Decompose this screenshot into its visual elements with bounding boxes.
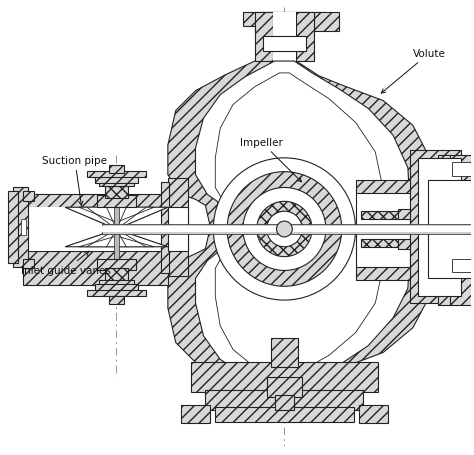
Circle shape xyxy=(227,172,342,287)
Bar xyxy=(273,13,296,62)
Bar xyxy=(271,338,298,368)
Bar xyxy=(205,390,364,410)
Text: Impeller: Impeller xyxy=(240,138,301,182)
Bar xyxy=(168,208,188,251)
Bar xyxy=(418,158,461,297)
Bar xyxy=(95,285,138,293)
Circle shape xyxy=(267,212,302,247)
Bar xyxy=(296,13,314,62)
Bar xyxy=(101,227,472,233)
Bar xyxy=(215,407,354,422)
Circle shape xyxy=(213,158,356,300)
Bar xyxy=(243,13,326,27)
Circle shape xyxy=(276,222,292,238)
Circle shape xyxy=(257,202,312,257)
Bar xyxy=(438,156,452,210)
Text: Inlet guide vanes: Inlet guide vanes xyxy=(21,252,110,276)
Text: Suction pipe: Suction pipe xyxy=(42,156,108,206)
Bar xyxy=(168,178,188,277)
Polygon shape xyxy=(65,232,168,247)
Bar xyxy=(362,212,401,220)
Bar xyxy=(23,195,168,229)
Bar xyxy=(356,267,410,281)
Bar xyxy=(314,13,339,32)
Bar xyxy=(267,377,302,397)
Bar xyxy=(97,196,136,208)
Bar xyxy=(99,281,134,287)
Bar xyxy=(438,180,474,279)
Bar xyxy=(398,210,410,220)
Bar xyxy=(109,166,124,173)
Polygon shape xyxy=(65,208,168,228)
Text: Volute: Volute xyxy=(381,49,446,94)
Bar xyxy=(13,188,27,267)
Bar xyxy=(23,192,35,202)
Bar xyxy=(410,151,461,303)
Polygon shape xyxy=(195,62,411,381)
Bar xyxy=(181,405,210,423)
Bar xyxy=(452,259,474,273)
Bar xyxy=(23,208,168,251)
Bar xyxy=(87,291,146,297)
Bar xyxy=(255,13,314,37)
Bar xyxy=(450,251,474,305)
Bar xyxy=(356,180,410,194)
Bar xyxy=(101,225,472,234)
Bar xyxy=(113,175,119,298)
Polygon shape xyxy=(79,208,154,222)
Bar xyxy=(450,156,474,210)
Bar xyxy=(255,13,273,62)
Bar xyxy=(161,182,169,274)
Bar xyxy=(21,220,26,235)
Bar xyxy=(452,162,474,176)
Bar xyxy=(362,239,401,247)
Bar xyxy=(87,172,146,177)
Bar xyxy=(274,395,294,410)
Bar xyxy=(356,190,410,269)
Polygon shape xyxy=(79,238,154,247)
Bar xyxy=(438,251,452,305)
Bar xyxy=(263,37,306,52)
Bar xyxy=(105,185,128,199)
Bar xyxy=(8,192,18,263)
Bar xyxy=(191,363,378,392)
Bar xyxy=(105,269,128,283)
Polygon shape xyxy=(168,62,435,382)
Bar xyxy=(428,180,474,279)
Bar xyxy=(97,259,136,271)
Bar xyxy=(398,239,410,249)
Circle shape xyxy=(243,188,326,271)
Bar xyxy=(99,181,134,187)
Bar xyxy=(95,175,138,183)
Polygon shape xyxy=(215,74,385,375)
Bar xyxy=(23,251,168,286)
Bar xyxy=(23,259,35,269)
Bar xyxy=(358,405,388,423)
Bar xyxy=(109,297,124,304)
